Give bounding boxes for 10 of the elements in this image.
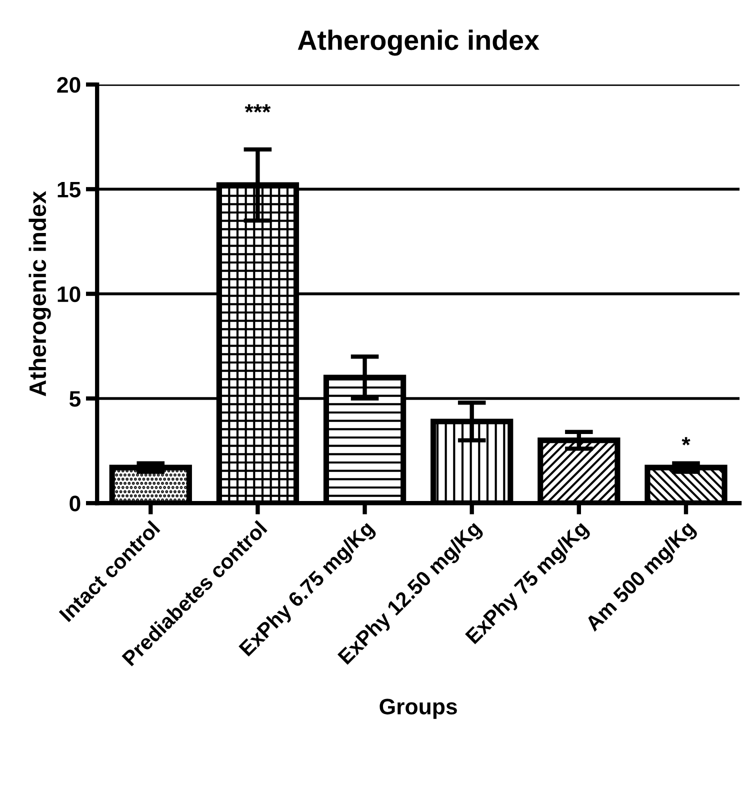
x-axis-title: Groups [380, 698, 457, 719]
y-tick-label: 5 [69, 391, 81, 407]
y-tick-label: 0 [70, 496, 80, 512]
y-tick-label: 10 [58, 286, 80, 302]
y-tick-label: 15 [58, 182, 81, 198]
annotation: * [682, 437, 690, 446]
y-tick-label: 20 [57, 77, 80, 93]
chart-title: Atherogenic index [298, 30, 540, 56]
annotation: *** [244, 104, 271, 113]
y-axis-title: Atherogenic index [28, 191, 51, 396]
